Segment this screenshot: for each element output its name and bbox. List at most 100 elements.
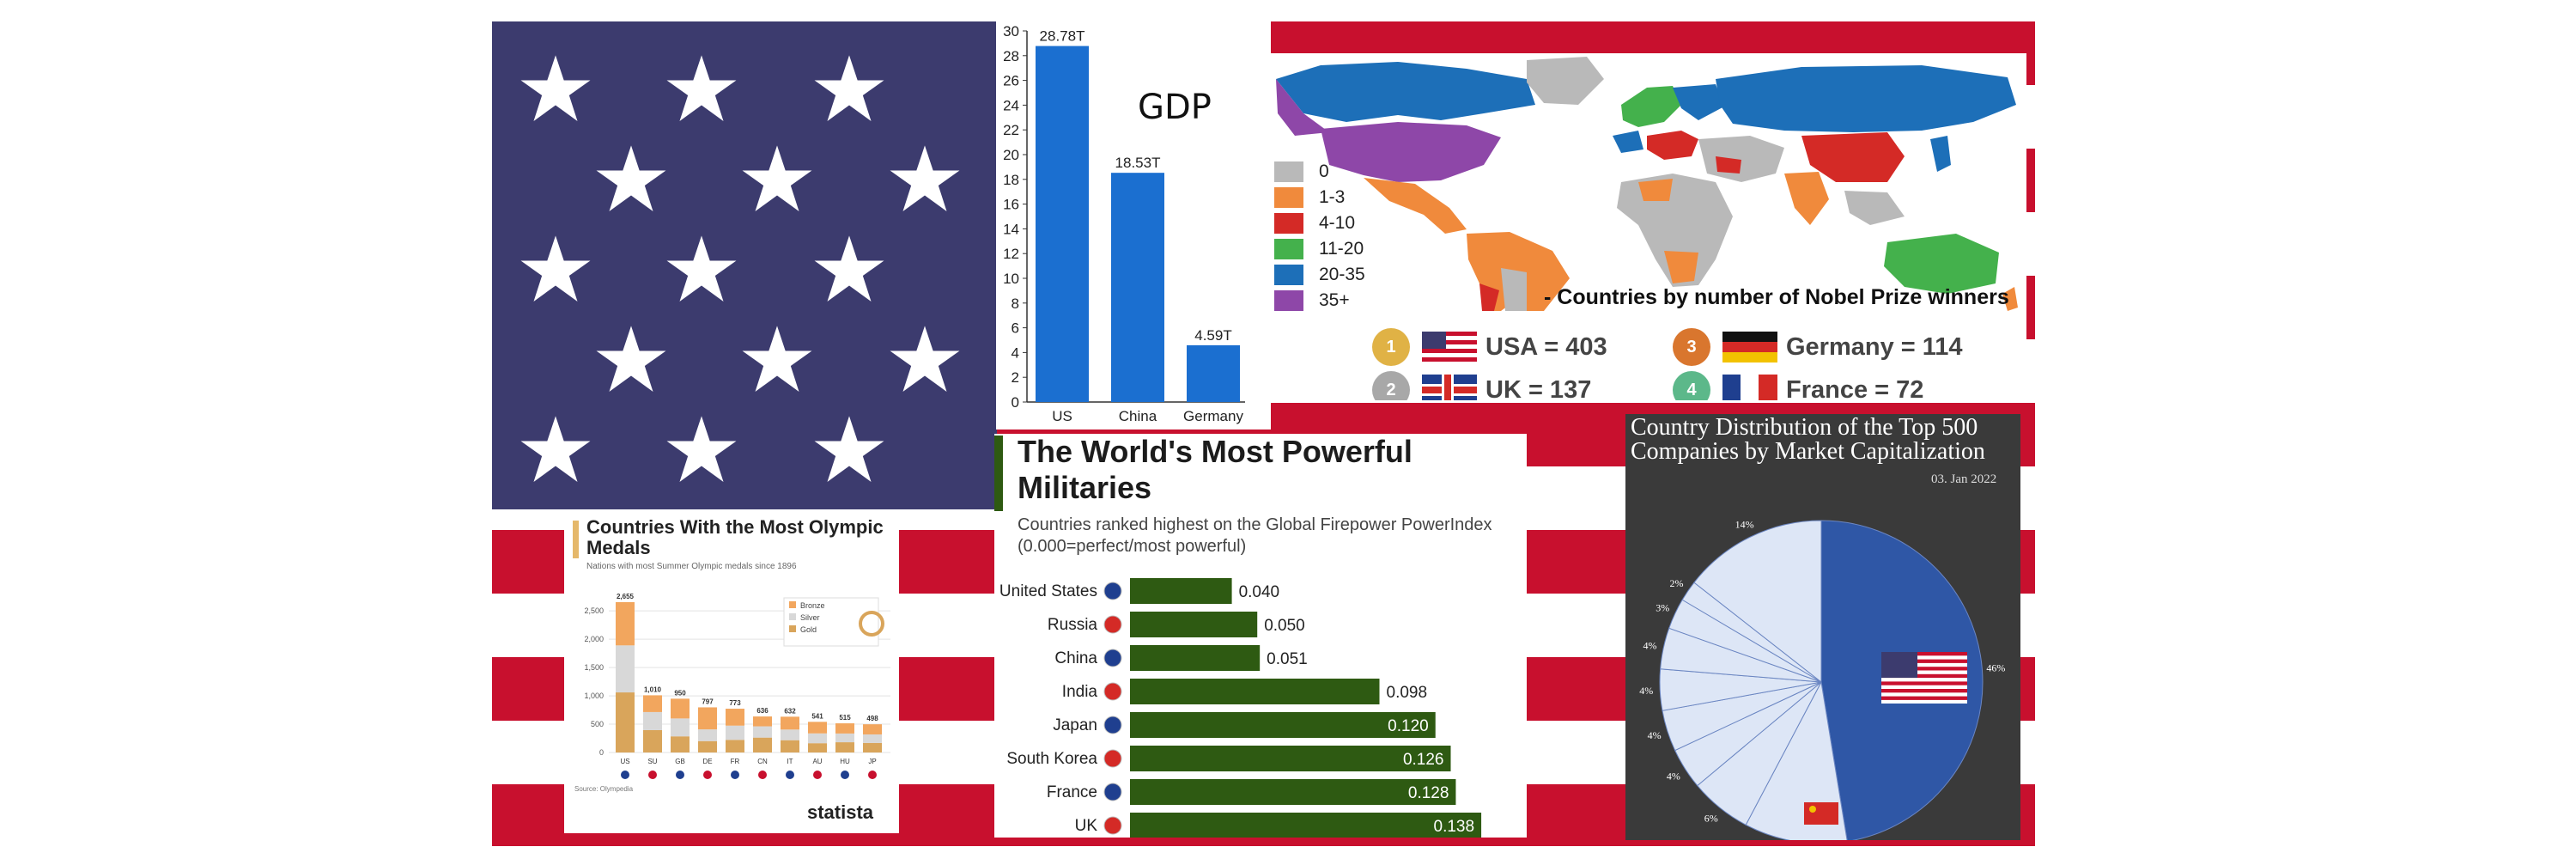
medal-bar-segment [616, 692, 635, 752]
statista-logo: statista [807, 801, 874, 823]
medal-total-label: 950 [674, 689, 686, 697]
gdp-value-label: 4.59T [1194, 327, 1231, 344]
military-value-label: 0.050 [1264, 617, 1305, 635]
medal-total-label: 498 [866, 715, 878, 722]
pie-percent-label: 14% [1735, 519, 1754, 531]
china-flag-icon [1804, 802, 1838, 825]
y-tick-label: 16 [1003, 197, 1019, 213]
y-tick-label: 20 [1003, 147, 1019, 163]
country-code-label: HU [840, 758, 850, 765]
pie-percent-label: 46% [1986, 662, 2005, 674]
fourth-place-badge-icon: 4 [1673, 371, 1710, 400]
country-flag-icon [676, 771, 684, 779]
country-code-label: CN [757, 758, 768, 765]
medal-total-label: 2,655 [617, 593, 635, 600]
silver-medal-icon: 2 [1372, 371, 1410, 400]
y-tick-label: 18 [1003, 172, 1019, 188]
flag-star-icon [520, 55, 591, 121]
nobel-rank-text: UK = 137 [1485, 375, 1592, 401]
flag-star-icon [666, 235, 737, 302]
country-flag-icon [731, 771, 739, 779]
country-code-label: IT [787, 758, 793, 765]
country-label: South Korea [1006, 750, 1097, 768]
medal-bar-segment [863, 742, 882, 752]
y-tick-label: 26 [1003, 73, 1019, 89]
country-label: France [1047, 783, 1097, 801]
us-flag-canton [1881, 652, 1917, 678]
y-tick-label: 0 [599, 748, 604, 757]
y-tick-label: 1,000 [584, 691, 604, 700]
nobel-rank-usa: 1 USA = 403 [1372, 328, 1607, 366]
pie-percent-label: 4% [1667, 771, 1680, 783]
country-flag-icon [1103, 649, 1122, 667]
flag-star-icon [520, 416, 591, 482]
y-tick-label: 1,500 [584, 663, 604, 672]
olympic-source: Source: Olympedia [574, 785, 634, 793]
legend-label: 1-3 [1319, 187, 1346, 207]
flag-star-icon [520, 235, 591, 302]
medal-total-label: 1,010 [644, 685, 662, 693]
country-flag-icon [1103, 716, 1122, 734]
medal-bar-segment [753, 716, 772, 727]
pie-percent-label: 6% [1704, 813, 1718, 825]
us-flag-stripe [1881, 667, 1967, 671]
medal-bar-segment [616, 601, 635, 646]
medal-bar-segment [781, 740, 799, 752]
legend-label: 20-35 [1319, 265, 1365, 284]
country-label: Japan [1053, 716, 1097, 734]
gdp-value-label: 18.53T [1115, 155, 1161, 171]
military-value-label: 0.128 [1408, 784, 1449, 802]
flag-star-icon [596, 145, 666, 211]
country-flag-icon [621, 771, 629, 779]
military-title: The World's Most Powerful Militaries [1018, 434, 1413, 505]
military-bar [1130, 645, 1261, 671]
military-value-label: 0.040 [1239, 583, 1280, 601]
military-bar [1130, 779, 1456, 805]
y-tick-label: 500 [591, 720, 604, 728]
olympic-bar-chart: 0 500 1,000 1,500 2,000 2,500 2,655 US 1,010 SU 95… [584, 593, 890, 779]
bronze-medal-icon: 3 [1673, 328, 1710, 366]
china-flag-star [1809, 806, 1816, 813]
legend-label: 11-20 [1319, 239, 1364, 259]
nobel-prize-map: 0 1-3 4-10 11-20 20-35 35+ - Countries b… [1269, 53, 2026, 400]
country-code-label: AU [812, 758, 822, 765]
legend-label: Gold [800, 625, 817, 634]
medal-total-label: 797 [702, 698, 714, 705]
nobel-rank-text: France = 72 [1786, 375, 1924, 401]
flag-star-icon [814, 55, 884, 121]
country-label: India [1062, 683, 1098, 701]
medal-total-label: 541 [811, 712, 823, 720]
gdp-category-label: Germany [1183, 408, 1243, 424]
country-code-label: SU [647, 758, 657, 765]
country-flag-icon [1103, 749, 1122, 768]
flag-star-icon [666, 55, 737, 121]
medal-bar-segment [726, 725, 744, 740]
flag-star-icon [742, 326, 812, 392]
germany-flag-icon [1722, 332, 1777, 362]
medal-total-label: 632 [784, 707, 796, 715]
medal-bar-segment [671, 736, 690, 752]
y-tick-label: 4 [1012, 344, 1019, 361]
flag-star-icon [890, 145, 960, 211]
gdp-bar [1036, 46, 1089, 403]
nobel-legend-item: 35+ [1274, 290, 1350, 311]
legend-label: Silver [800, 613, 820, 622]
medal-bar-segment [835, 742, 854, 752]
gold-medal-icon: 1 [1372, 328, 1410, 366]
us-flag-stripe [1881, 681, 1967, 685]
medal-bar-segment [643, 729, 662, 752]
country-flag-icon [758, 771, 767, 779]
legend-label: 4-10 [1319, 213, 1356, 233]
legend-swatch [1274, 290, 1303, 311]
medal-bar-segment [698, 729, 717, 741]
olympic-medals-chart: Countries With the Most Olympic Medals N… [564, 514, 899, 833]
y-tick-label: 22 [1003, 122, 1019, 138]
military-bar [1130, 578, 1232, 604]
military-subtitle: Countries ranked highest on the Global F… [1018, 515, 1492, 556]
legend-swatch [789, 613, 796, 620]
country-flag-icon [703, 771, 712, 779]
legend-swatch [1274, 187, 1303, 208]
us-flag-stripe [1881, 689, 1967, 693]
medal-total-label: 773 [729, 699, 741, 707]
medal-total-label: 636 [756, 707, 769, 715]
